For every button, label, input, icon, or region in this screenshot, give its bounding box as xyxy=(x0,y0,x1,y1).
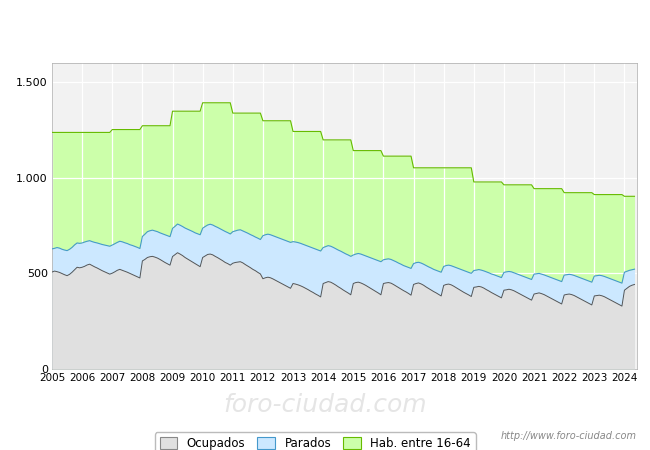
Text: http://www.foro-ciudad.com: http://www.foro-ciudad.com xyxy=(501,431,637,441)
Text: Espinosa de los Monteros - Evolucion de la poblacion en edad de Trabajar Mayo de: Espinosa de los Monteros - Evolucion de … xyxy=(48,21,602,33)
Text: foro-ciudad.com: foro-ciudad.com xyxy=(223,393,427,417)
Legend: Ocupados, Parados, Hab. entre 16-64: Ocupados, Parados, Hab. entre 16-64 xyxy=(155,432,476,450)
